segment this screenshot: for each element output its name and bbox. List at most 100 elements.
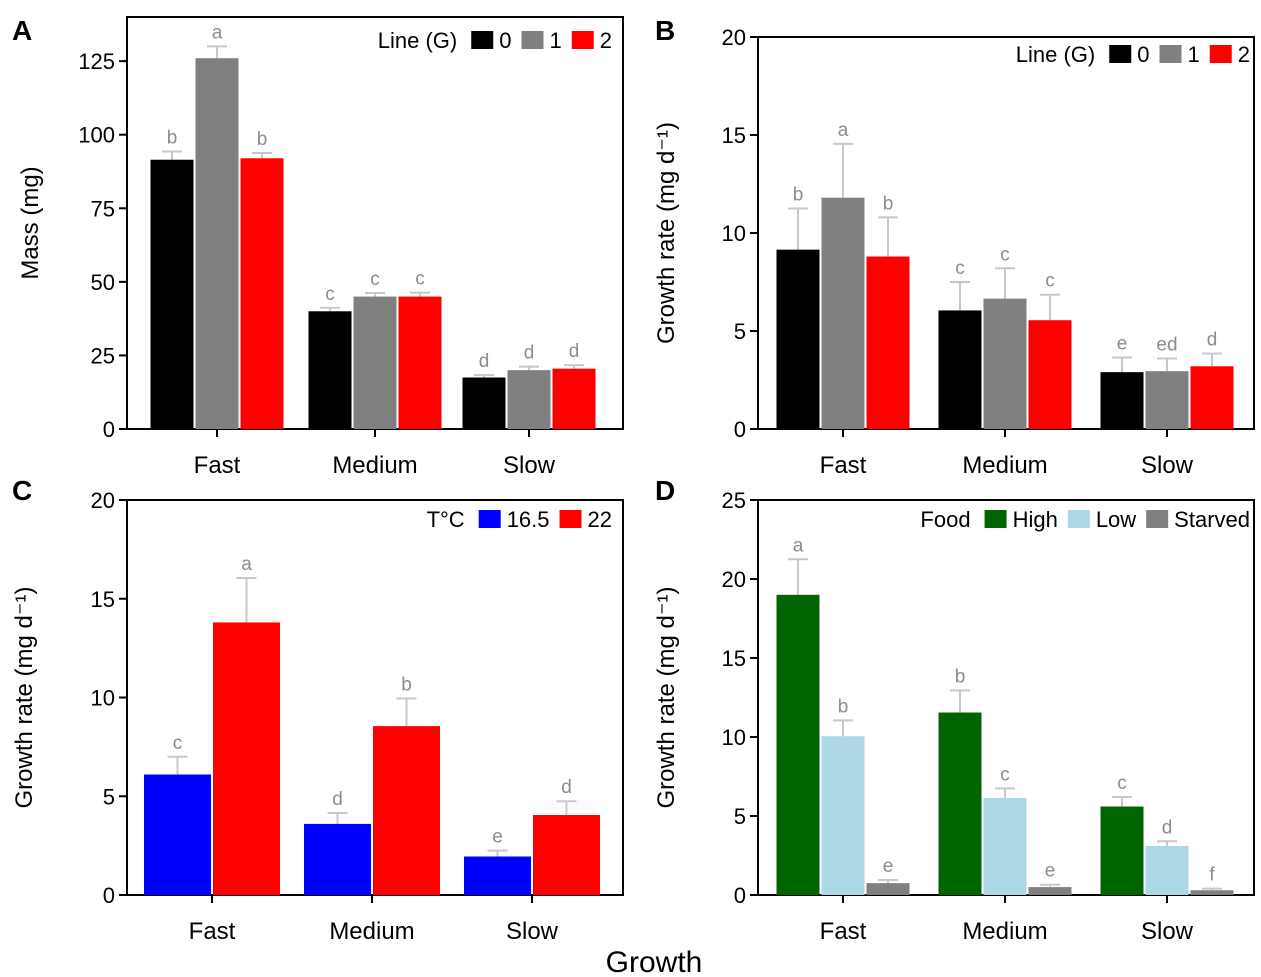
significance-label: c — [1117, 773, 1127, 794]
x-tick-label: Fast — [820, 452, 867, 479]
panel-letter: D — [655, 475, 675, 506]
bar — [507, 370, 551, 429]
x-tick-label: Slow — [506, 918, 559, 945]
bar — [240, 158, 284, 429]
bar — [353, 296, 397, 429]
significance-label: c — [1000, 764, 1010, 785]
significance-label: d — [569, 341, 580, 362]
bar — [304, 823, 371, 895]
bar — [373, 726, 440, 895]
y-tick-label: 0 — [734, 417, 746, 442]
legend-swatch — [478, 510, 501, 528]
significance-label: f — [1209, 865, 1215, 886]
legend-label: 2 — [600, 28, 612, 53]
bar — [1100, 372, 1144, 429]
significance-label: c — [173, 733, 183, 754]
panel-letter: C — [12, 475, 32, 506]
bar — [462, 377, 506, 429]
y-tick-label: 5 — [103, 784, 115, 809]
legend-label: Low — [1096, 507, 1136, 532]
legend-swatch — [1146, 510, 1169, 528]
y-tick-label: 15 — [722, 646, 746, 671]
significance-label: b — [401, 674, 412, 695]
y-tick-label: 5 — [734, 804, 746, 829]
y-tick-label: 10 — [722, 221, 746, 246]
significance-label: a — [212, 22, 223, 43]
legend-label: 0 — [499, 28, 511, 53]
significance-label: d — [524, 343, 535, 364]
bar — [938, 310, 982, 429]
legend-label: Starved — [1174, 507, 1250, 532]
legend-title: T°C — [427, 507, 465, 532]
significance-label: b — [167, 127, 178, 148]
bar — [983, 797, 1027, 895]
y-tick-label: 15 — [722, 123, 746, 148]
bar — [1190, 890, 1234, 895]
x-tick-label: Slow — [1141, 918, 1194, 945]
legend: 2 1 0 Line (G) — [378, 28, 612, 53]
bar — [144, 774, 211, 895]
legend: Starved Low High Food — [920, 507, 1250, 532]
significance-label: b — [838, 696, 849, 717]
legend-swatch — [1159, 45, 1182, 63]
x-tick-label: Slow — [503, 452, 556, 479]
legend-swatch — [1209, 45, 1232, 63]
significance-label: c — [370, 269, 380, 290]
legend-label: 0 — [1137, 42, 1149, 67]
y-tick-label: 15 — [91, 587, 115, 612]
significance-label: d — [332, 789, 343, 810]
bar — [1028, 320, 1072, 429]
legend-label: 22 — [588, 507, 612, 532]
legend-label: 2 — [1238, 42, 1250, 67]
x-tick-label: Fast — [820, 918, 867, 945]
bar — [213, 622, 280, 895]
y-tick-label: 20 — [722, 567, 746, 592]
legend-swatch — [521, 31, 544, 49]
significance-label: a — [241, 554, 252, 575]
bar — [821, 736, 865, 895]
significance-label: c — [1000, 244, 1010, 265]
legend-swatch — [571, 31, 594, 49]
y-tick-label: 50 — [91, 270, 115, 295]
bar — [983, 298, 1027, 429]
y-tick-label: 25 — [91, 343, 115, 368]
y-tick-label: 10 — [91, 686, 115, 711]
panel-letter: B — [655, 15, 675, 46]
legend-label: 1 — [1188, 42, 1200, 67]
y-tick-label: 0 — [734, 883, 746, 908]
significance-label: e — [1045, 861, 1056, 882]
bar — [552, 368, 596, 429]
panel-d: 0 5 10 15 20 25 Growth rate (mg d⁻¹) D Fast a b e Me… — [653, 475, 1255, 945]
legend-swatch — [1109, 45, 1132, 63]
significance-label: e — [883, 856, 894, 877]
y-tick-label: 0 — [103, 417, 115, 442]
legend-label: 16.5 — [507, 507, 550, 532]
bar — [1100, 806, 1144, 895]
legend: 22 16.5 T°C — [427, 507, 612, 532]
y-tick-label: 125 — [78, 49, 115, 74]
significance-label: e — [1117, 333, 1128, 354]
legend-title: Line (G) — [1016, 42, 1095, 67]
significance-label: b — [955, 666, 966, 687]
legend: 2 1 0 Line (G) — [1016, 42, 1250, 67]
bar — [308, 311, 352, 429]
significance-label: d — [1207, 330, 1218, 351]
significance-label: d — [1162, 817, 1173, 838]
bar — [776, 594, 820, 895]
x-tick-label: Medium — [329, 918, 414, 945]
significance-label: c — [1045, 271, 1055, 292]
y-axis-label: Growth rate (mg d⁻¹) — [653, 586, 680, 808]
bar — [398, 296, 442, 429]
significance-label: a — [793, 535, 804, 556]
bar — [938, 712, 982, 895]
bar — [1028, 887, 1072, 895]
significance-label: ed — [1156, 334, 1177, 355]
figure-xlabel: Growth — [606, 946, 703, 977]
significance-label: e — [492, 827, 503, 848]
bar — [150, 159, 194, 429]
bar — [1145, 371, 1189, 429]
x-tick-label: Fast — [194, 452, 241, 479]
significance-label: c — [325, 284, 335, 305]
